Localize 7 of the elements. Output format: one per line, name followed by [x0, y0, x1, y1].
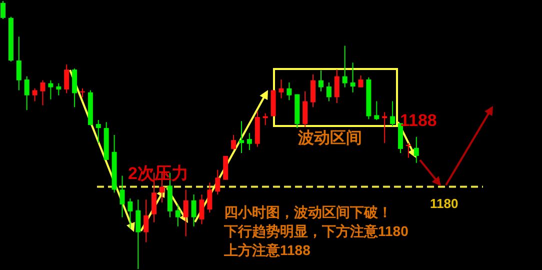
annotation: 1180 — [430, 196, 458, 211]
annotation: 2次压力 — [128, 164, 188, 183]
annotation: 下行趋势明显，下方注意1180 — [224, 223, 408, 239]
annotation: 1188 — [400, 111, 437, 130]
annotation: 上方注意1188 — [224, 242, 310, 258]
annotation: 四小时图，波动区间下破！ — [224, 204, 392, 220]
annotation: 波动区间 — [298, 130, 362, 147]
